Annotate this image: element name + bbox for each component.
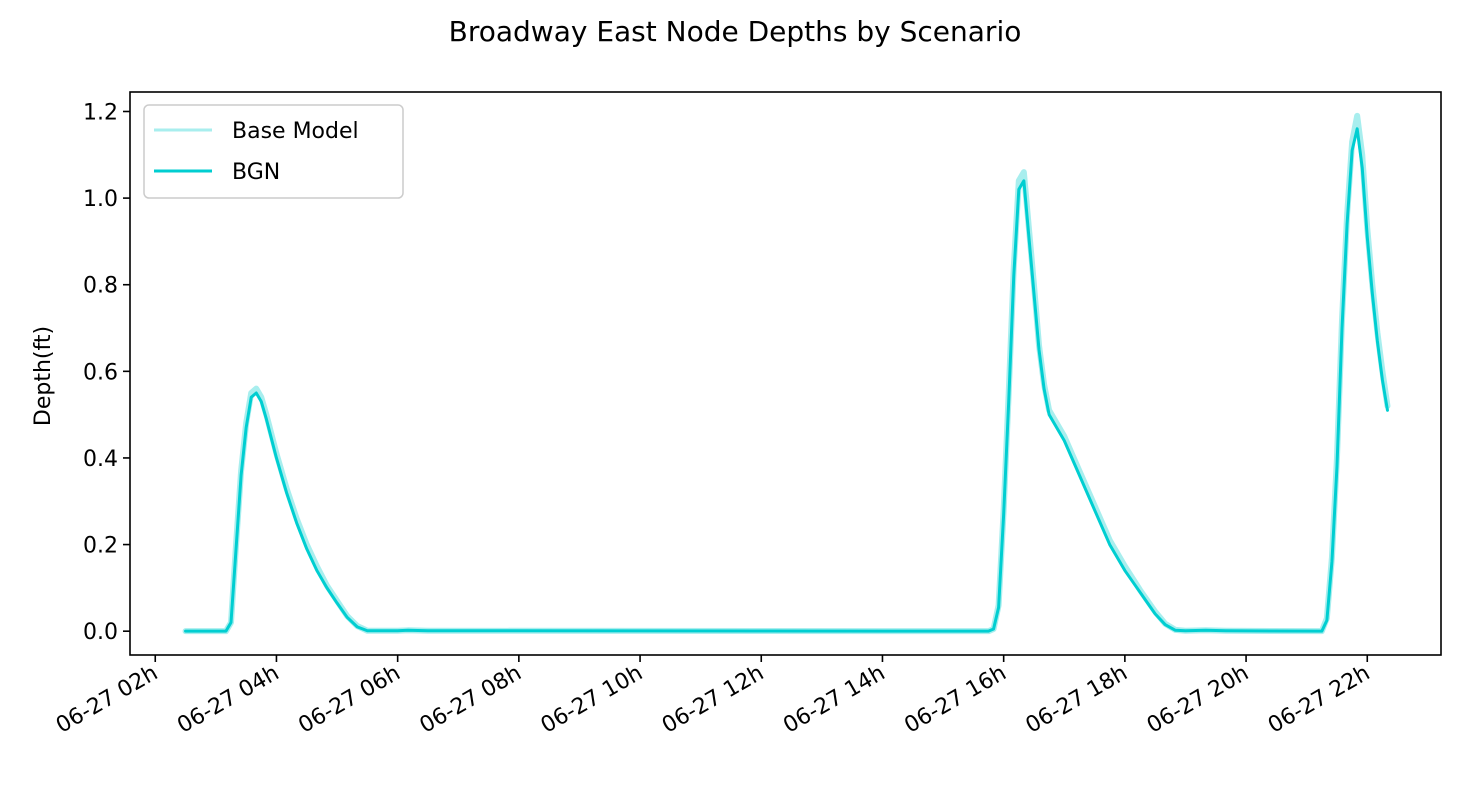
- x-tick-label: 06-27 08h: [416, 661, 526, 739]
- x-tick-label: 06-27 10h: [537, 661, 647, 739]
- plot-frame: [129, 91, 1442, 656]
- y-tick-label: 0.2: [83, 534, 118, 559]
- y-axis-label: Depth(ft): [31, 326, 56, 426]
- y-tick-label: 0.6: [83, 360, 118, 385]
- x-tick-label: 06-27 14h: [779, 661, 889, 739]
- x-tick-label: 06-27 18h: [1022, 661, 1132, 739]
- legend-label-bgn: BGN: [232, 160, 280, 185]
- x-tick-label: 06-27 06h: [294, 661, 404, 739]
- legend-label-base-model: Base Model: [232, 119, 359, 144]
- x-tick-label: 06-27 12h: [658, 661, 768, 739]
- y-axis: 0.0 0.2 0.4 0.6 0.8 1.0 1.2: [83, 100, 130, 645]
- series-line-bgn: [184, 127, 1389, 633]
- y-tick-label: 1.0: [83, 187, 118, 212]
- legend: Base Model BGN: [143, 104, 404, 199]
- x-axis: 06-27 02h 06-27 04h 06-27 06h 06-27 08h 06-2…: [52, 655, 1374, 739]
- y-tick-label: 1.2: [83, 100, 118, 125]
- legend-box: [143, 104, 404, 199]
- y-tick-label: 0.8: [83, 274, 118, 299]
- series-layer: [182, 112, 1391, 635]
- y-tick-label: 0.4: [83, 447, 118, 472]
- x-tick-label: 06-27 04h: [173, 661, 283, 739]
- x-tick-label: 06-27 16h: [900, 661, 1010, 739]
- x-tick-label: 06-27 02h: [52, 661, 162, 739]
- x-tick-label: 06-27 22h: [1264, 661, 1374, 739]
- chart-title: Broadway East Node Depths by Scenario: [449, 15, 1022, 48]
- x-tick-label: 06-27 20h: [1143, 661, 1253, 739]
- y-tick-label: 0.0: [83, 620, 118, 645]
